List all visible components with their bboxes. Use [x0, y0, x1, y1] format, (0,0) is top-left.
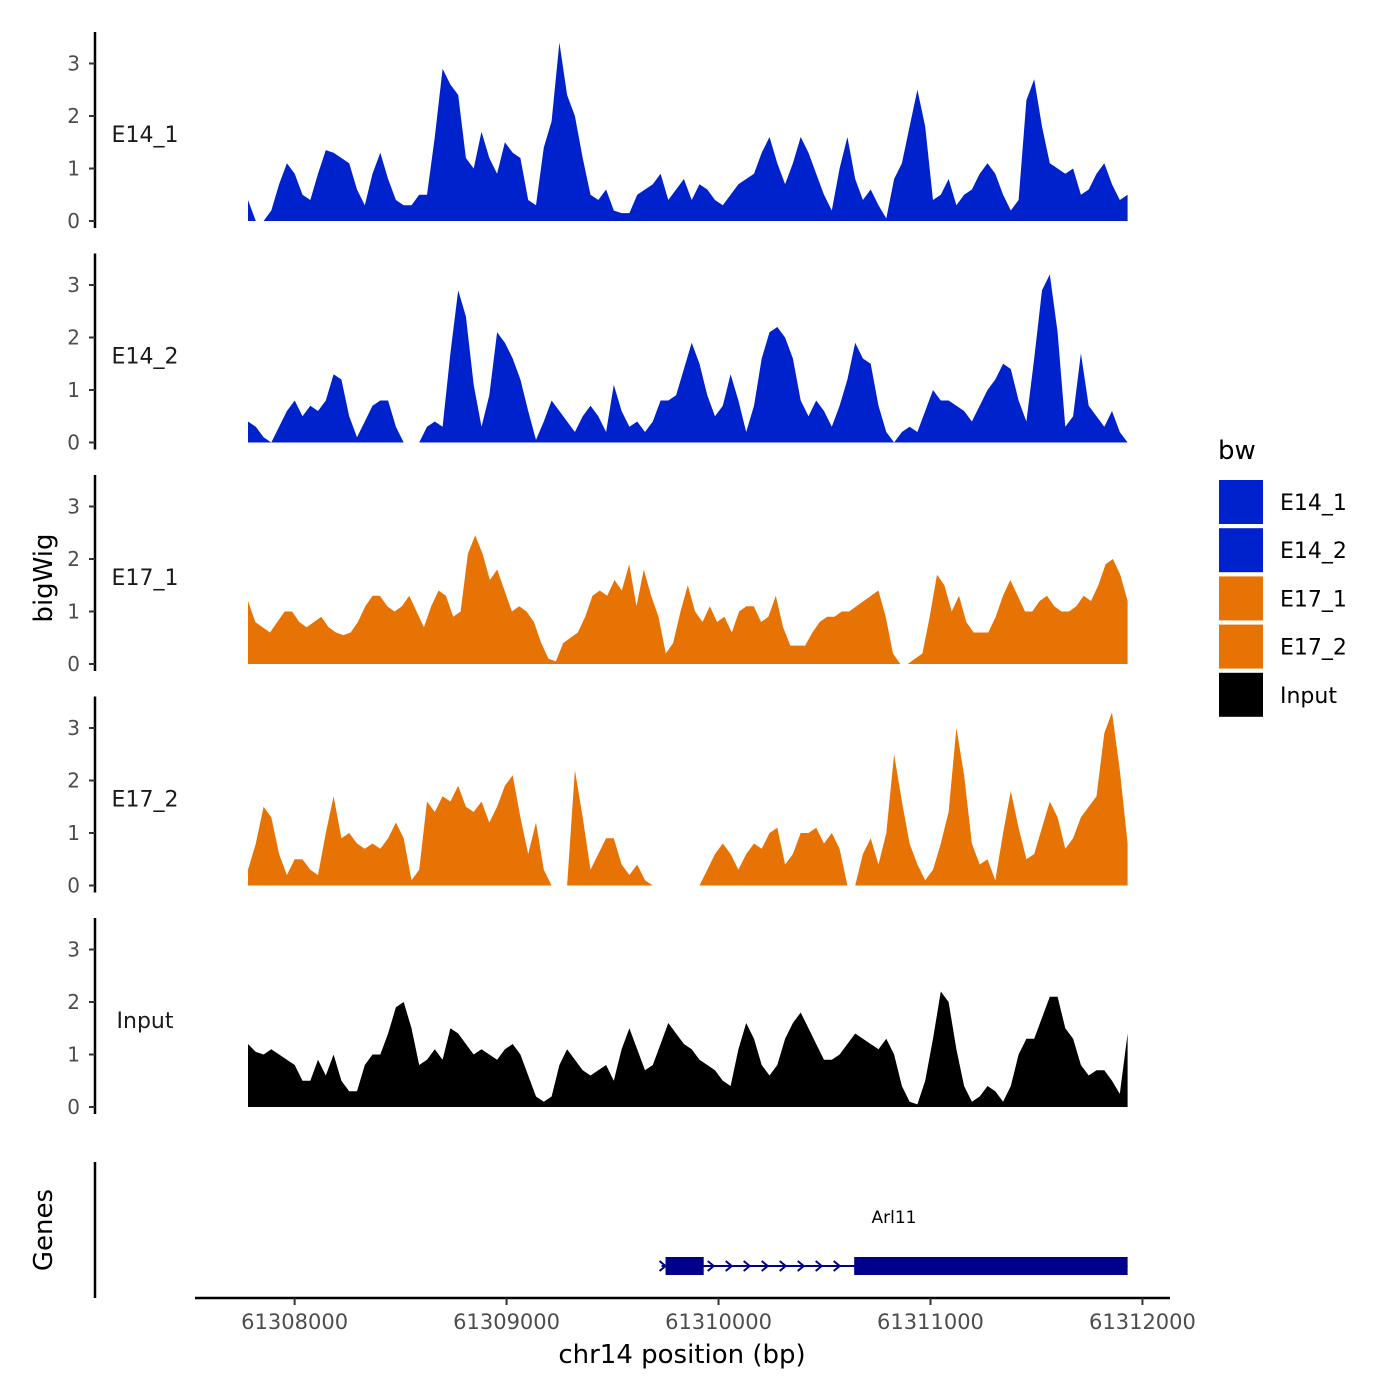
y-tick-label: 3 — [67, 716, 80, 740]
legend-item-Input: Input — [1219, 672, 1337, 717]
legend: bw E14_1 E14_2 E17_1 E17_2 Input — [1218, 436, 1347, 717]
legend-swatch — [1219, 576, 1263, 621]
track-label: E17_2 — [112, 788, 179, 813]
x-axis-title: chr14 position (bp) — [558, 1340, 805, 1370]
legend-label: E17_2 — [1280, 636, 1347, 661]
strand-arrow — [761, 1260, 770, 1272]
gene-name-label: Arl11 — [872, 1208, 917, 1228]
strand-arrow — [833, 1260, 842, 1272]
legend-swatch — [1219, 624, 1263, 669]
y-tick-label: 0 — [67, 652, 80, 676]
x-axis-ticks: 61308000 61309000 61310000 61311000 61312000 — [241, 1298, 1196, 1334]
legend-title: bw — [1218, 436, 1256, 466]
gene-track-title: Genes — [29, 1189, 59, 1271]
legend-label: E14_1 — [1280, 491, 1347, 516]
legend-swatch — [1219, 528, 1263, 573]
x-axis: 61308000 61309000 61310000 61311000 61312000… — [195, 1296, 1196, 1370]
x-tick-label: 61311000 — [877, 1310, 984, 1334]
y-tick-label: 2 — [67, 326, 80, 350]
coverage-area-Input — [248, 991, 1128, 1107]
y-tick-label: 0 — [67, 209, 80, 233]
y-tick-label: 1 — [67, 157, 80, 181]
strand-arrow — [815, 1260, 824, 1272]
strand-arrow — [743, 1260, 752, 1272]
coverage-area-E14_2 — [248, 274, 1128, 443]
y-tick-label: 0 — [67, 1095, 80, 1119]
legend-label: Input — [1280, 684, 1337, 709]
legend-label: E14_2 — [1280, 539, 1347, 564]
x-tick-label: 61312000 — [1089, 1310, 1196, 1334]
y-tick-label: 1 — [67, 378, 80, 402]
legend-swatch — [1219, 672, 1263, 717]
x-tick-label: 61310000 — [665, 1310, 772, 1334]
gene-model — [658, 1257, 1128, 1275]
legend-items: E14_1 E14_2 E17_1 E17_2 Input — [1219, 480, 1347, 717]
track-panel-E14_1: 0 1 2 3 E14_1 — [67, 32, 1128, 233]
x-tick-label: 61308000 — [241, 1310, 348, 1334]
coverage-area-E17_2 — [248, 712, 1128, 886]
legend-item-E14_2: E14_2 — [1219, 528, 1347, 573]
legend-item-E14_1: E14_1 — [1219, 480, 1347, 524]
track-label: Input — [117, 1009, 174, 1034]
track-label: E14_1 — [112, 123, 179, 148]
legend-label: E17_1 — [1280, 587, 1347, 612]
track-label: E14_2 — [112, 345, 179, 370]
x-tick-label: 61309000 — [453, 1310, 560, 1334]
coverage-tracks: 0 1 2 3 E14_1 0 1 2 3 E14_2 0 1 2 3 E17_1 0 1 2 3 E17_2 0 1 2 3… — [67, 32, 1128, 1119]
strand-arrow — [779, 1260, 788, 1272]
y-tick-label: 3 — [67, 938, 80, 962]
y-tick-label: 2 — [67, 104, 80, 128]
y-tick-label: 2 — [67, 769, 80, 793]
strand-arrow — [707, 1260, 716, 1272]
coverage-area-E14_1 — [248, 42, 1128, 221]
gene-track: Genes Arl11 — [29, 1162, 1128, 1298]
y-tick-label: 3 — [67, 273, 80, 297]
y-tick-label: 0 — [67, 874, 80, 898]
track-panel-E17_1: 0 1 2 3 E17_1 — [67, 475, 1128, 676]
y-tick-label: 3 — [67, 495, 80, 519]
legend-swatch — [1219, 480, 1263, 524]
y-axis-title: bigWig — [29, 533, 59, 622]
y-tick-label: 0 — [67, 431, 80, 455]
track-panel-E17_2: 0 1 2 3 E17_2 — [67, 696, 1128, 898]
track-panel-Input: 0 1 2 3 Input — [67, 918, 1128, 1119]
strand-arrow — [725, 1260, 734, 1272]
y-tick-label: 1 — [67, 600, 80, 624]
legend-item-E17_2: E17_2 — [1219, 624, 1347, 669]
strand-arrow — [797, 1260, 806, 1272]
strand-arrow — [658, 1260, 668, 1272]
y-tick-label: 2 — [67, 547, 80, 571]
y-tick-label: 3 — [67, 52, 80, 76]
y-tick-label: 2 — [67, 990, 80, 1014]
track-label: E17_1 — [112, 566, 179, 591]
track-panel-E14_2: 0 1 2 3 E14_2 — [67, 253, 1128, 455]
gene-exon — [854, 1257, 1128, 1275]
y-tick-label: 1 — [67, 1043, 80, 1067]
legend-item-E17_1: E17_1 — [1219, 576, 1347, 621]
y-tick-label: 1 — [67, 821, 80, 845]
gene-exon — [665, 1257, 704, 1275]
coverage-area-E17_1 — [248, 535, 1128, 664]
